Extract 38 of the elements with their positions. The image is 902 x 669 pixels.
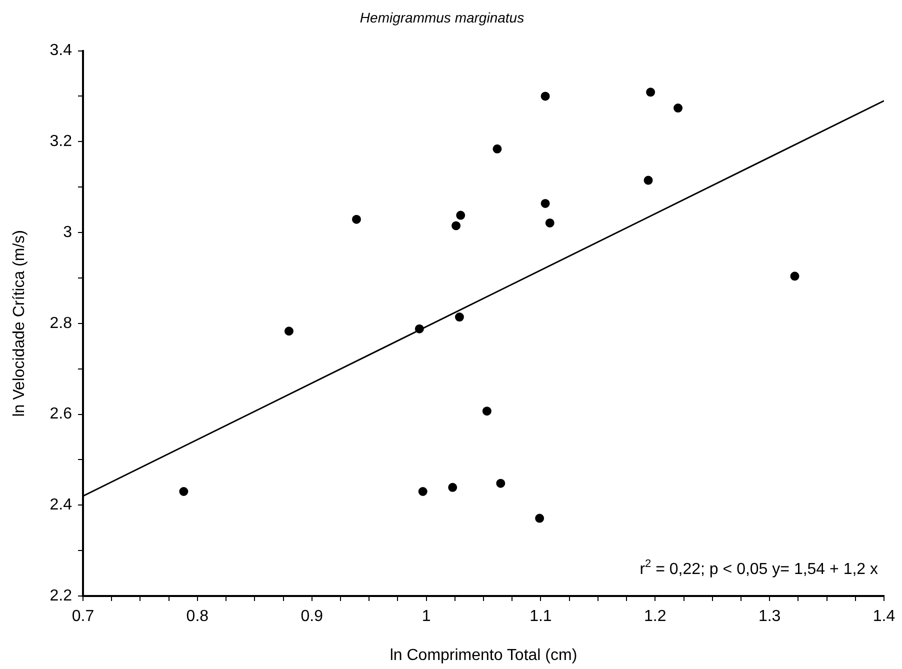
point <box>448 482 458 492</box>
point <box>418 487 428 496</box>
x-tick-label: 1.2 <box>644 608 666 626</box>
y-tick-label: 2.4 <box>50 496 72 514</box>
point <box>179 487 188 496</box>
y-tick-label: 3.2 <box>50 133 72 150</box>
point <box>496 478 506 488</box>
point <box>644 176 653 185</box>
point <box>535 514 544 523</box>
point <box>284 326 294 336</box>
y-tick-label: 2.8 <box>50 314 72 332</box>
point <box>454 312 464 322</box>
point <box>674 104 683 113</box>
point <box>790 272 800 281</box>
y-tick-label: 2.2 <box>50 587 72 604</box>
y-axis-title: ln Velocidade Crítica (m/s) <box>11 230 28 417</box>
x-axis-title: ln Comprimento Total (cm) <box>390 646 578 664</box>
x-tick-label: 1.3 <box>758 608 781 626</box>
x-tick-label: 0.8 <box>186 608 209 626</box>
point <box>352 214 361 224</box>
point <box>414 324 424 334</box>
chart-title: Hemigrammus marginatus <box>360 9 524 26</box>
point <box>646 88 656 97</box>
point <box>545 218 554 228</box>
x-tick-label: 0.7 <box>72 608 94 626</box>
point <box>540 92 550 101</box>
point <box>452 221 461 230</box>
x-tick-label: 1 <box>422 608 431 626</box>
y-tick-label: 2.6 <box>50 406 72 423</box>
point <box>492 144 502 154</box>
point <box>456 210 466 220</box>
x-tick-label: 0.9 <box>300 608 324 626</box>
point <box>540 198 550 208</box>
y-tick-label: 3.4 <box>50 42 72 60</box>
x-tick-label: 1.1 <box>530 608 552 626</box>
point <box>482 406 492 416</box>
x-tick-label: 1.4 <box>872 608 896 626</box>
y-tick-label: 3 <box>63 224 72 241</box>
